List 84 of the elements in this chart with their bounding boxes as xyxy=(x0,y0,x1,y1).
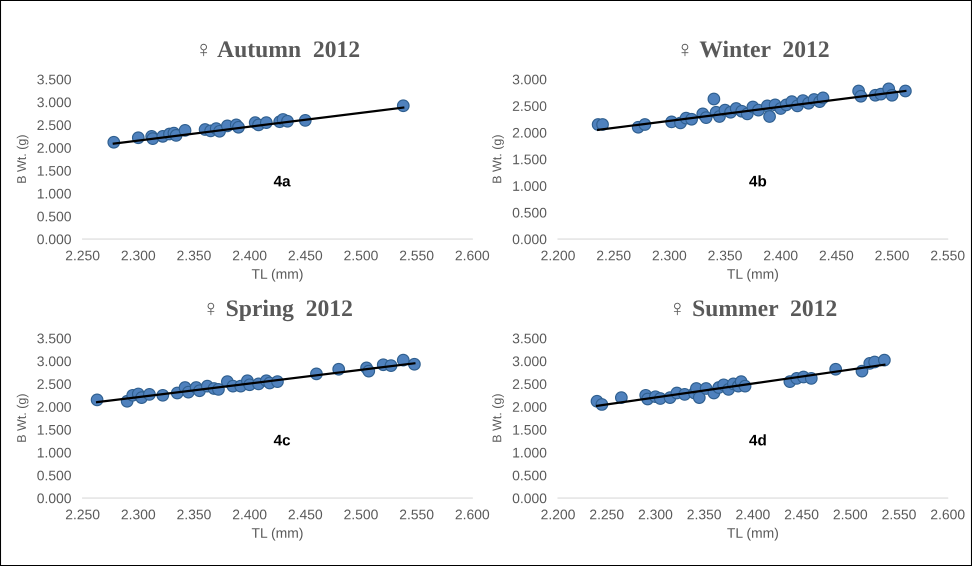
y-tick-label: 2.000 xyxy=(37,402,71,412)
x-tick-label: 2.500 xyxy=(875,250,909,260)
chart-title: ♀ Spring 2012 xyxy=(207,300,352,322)
y-tick-label: 0.000 xyxy=(37,493,71,504)
y-tick-label: 1.500 xyxy=(513,424,546,435)
y-tick-label: 2.500 xyxy=(512,379,546,390)
x-tick-label: 2.300 xyxy=(652,250,686,260)
y-tick-label: 2.500 xyxy=(37,120,71,130)
y-axis-title: B Wt. (g) xyxy=(492,135,504,183)
x-tick-label: 2.450 xyxy=(288,250,322,260)
chart-title: ♀ Autumn 2012 xyxy=(200,41,360,58)
annotation: 4d xyxy=(749,434,766,446)
y-tick-label: 1.000 xyxy=(38,188,71,199)
x-tick-label: 2.500 xyxy=(344,510,378,520)
y-tick-label: 3.500 xyxy=(37,74,71,84)
x-tick-label: 2.500 xyxy=(834,510,868,520)
y-tick-label: 0.500 xyxy=(512,470,546,480)
y-tick-label: 3.000 xyxy=(37,356,71,366)
x-tick-label: 2.550 xyxy=(400,510,434,520)
x-tick-label: 2.600 xyxy=(456,250,490,260)
y-tick-label: 0.500 xyxy=(512,208,546,218)
x-tick-label: 2.250 xyxy=(597,250,631,260)
y-tick-label: 0.000 xyxy=(512,493,546,504)
x-tick-label: 2.400 xyxy=(736,510,770,520)
x-axis-title: TL (mm) xyxy=(252,268,303,282)
x-tick-label: 2.550 xyxy=(400,250,434,260)
y-axis-title: B Wt. (g) xyxy=(492,394,504,442)
x-tick-label: 2.300 xyxy=(122,250,156,260)
point xyxy=(763,110,776,123)
y-tick-label: 2.000 xyxy=(37,143,71,153)
annotation: 4a xyxy=(274,176,291,186)
y-tick-label: 3.500 xyxy=(512,334,546,344)
x-tick-label: 2.600 xyxy=(456,510,490,520)
y-tick-label: 0.500 xyxy=(37,470,71,480)
x-axis-title: TL (mm) xyxy=(252,528,303,541)
y-tick-label: 1.500 xyxy=(513,154,546,164)
x-tick-label: 2.250 xyxy=(66,510,100,520)
y-tick-label: 2.500 xyxy=(512,101,546,112)
x-tick-label: 2.200 xyxy=(541,510,575,520)
y-tick-label: 1.500 xyxy=(38,166,71,176)
y-tick-label: 1.000 xyxy=(513,181,546,191)
x-tick-label: 2.350 xyxy=(687,510,721,520)
y-tick-label: 3.500 xyxy=(37,334,71,344)
y-tick-label: 0.000 xyxy=(37,234,71,244)
y-tick-label: 3.000 xyxy=(37,97,71,108)
y-axis-title: B Wt. (g) xyxy=(16,394,28,442)
y-tick-label: 1.000 xyxy=(513,448,546,458)
x-tick-label: 2.350 xyxy=(177,250,211,260)
x-tick-label: 2.550 xyxy=(931,250,965,260)
y-axis-title: B Wt. (g) xyxy=(16,135,28,183)
x-tick-label: 2.450 xyxy=(288,510,322,520)
y-tick-label: 3.000 xyxy=(512,74,546,84)
x-tick-label: 2.450 xyxy=(820,250,854,260)
y-tick-label: 1.000 xyxy=(38,448,71,458)
x-tick-label: 2.350 xyxy=(708,250,742,260)
x-tick-label: 2.600 xyxy=(931,510,965,520)
x-tick-label: 2.350 xyxy=(177,510,211,520)
y-tick-label: 3.000 xyxy=(512,356,546,366)
y-tick-label: 2.500 xyxy=(37,379,71,390)
x-tick-label: 2.250 xyxy=(66,250,100,260)
x-tick-label: 2.250 xyxy=(590,510,624,520)
chart-title: ♀ Winter 2012 xyxy=(682,40,829,58)
annotation: 4c xyxy=(274,434,290,446)
x-axis-title: TL (mm) xyxy=(727,528,778,541)
x-tick-label: 2.300 xyxy=(122,510,156,520)
x-tick-label: 2.200 xyxy=(541,250,575,260)
x-tick-label: 2.400 xyxy=(232,510,266,520)
y-tick-label: 1.500 xyxy=(38,424,71,435)
x-tick-label: 2.400 xyxy=(232,250,266,260)
x-tick-label: 2.550 xyxy=(882,510,916,520)
x-tick-label: 2.500 xyxy=(344,250,378,260)
y-tick-label: 0.500 xyxy=(37,212,71,222)
y-tick-label: 2.000 xyxy=(512,128,546,138)
point xyxy=(692,391,706,404)
x-tick-label: 2.450 xyxy=(784,510,818,520)
point xyxy=(878,354,891,367)
x-axis-title: TL (mm) xyxy=(727,268,778,282)
y-tick-label: 0.000 xyxy=(512,234,546,244)
y-tick-label: 2.000 xyxy=(512,402,546,412)
annotation: 4b xyxy=(749,175,766,186)
point xyxy=(708,92,720,106)
x-tick-label: 2.400 xyxy=(764,250,798,260)
x-tick-label: 2.300 xyxy=(638,510,672,520)
chart-title: ♀ Summer 2012 xyxy=(674,300,836,316)
